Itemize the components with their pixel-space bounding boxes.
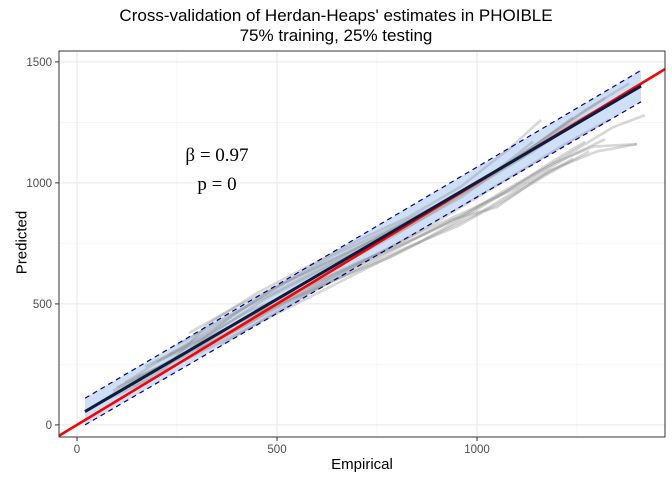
- chart-subtitle: 75% training, 25% testing: [239, 26, 433, 45]
- fit-line: [84, 84, 642, 413]
- y-tick-label: 0: [46, 420, 52, 432]
- y-axis-label: Predicted: [13, 210, 31, 275]
- y-tick-label: 500: [33, 299, 52, 311]
- x-tick-label: 1000: [464, 444, 490, 456]
- cv-series-line-11: [220, 113, 646, 347]
- cv-series-line-9: [196, 157, 574, 352]
- chart-title: Cross-validation of Herdan-Heaps' estima…: [119, 6, 553, 25]
- y-tick-label: 1500: [26, 57, 52, 69]
- ci-lower-bound: [84, 101, 642, 426]
- grid-lines: [59, 51, 665, 437]
- beta-annotation: β = 0.97: [185, 145, 248, 166]
- x-tick-label: 500: [267, 444, 286, 456]
- cv-series-line-13: [132, 140, 586, 388]
- p-annotation: p = 0: [197, 174, 236, 195]
- y-tick-label: 1000: [26, 178, 52, 190]
- panel-border: [58, 50, 666, 438]
- plot-marks: [59, 68, 665, 437]
- cv-series-line-8: [144, 142, 638, 368]
- x-axis-label: Empirical: [331, 456, 393, 473]
- axis-ticks: 0 500 1000 0 500 1000 1500: [26, 57, 489, 456]
- cv-series-line-1: [116, 119, 542, 389]
- cv-series-line-5: [100, 150, 590, 404]
- x-tick-label: 0: [74, 444, 80, 456]
